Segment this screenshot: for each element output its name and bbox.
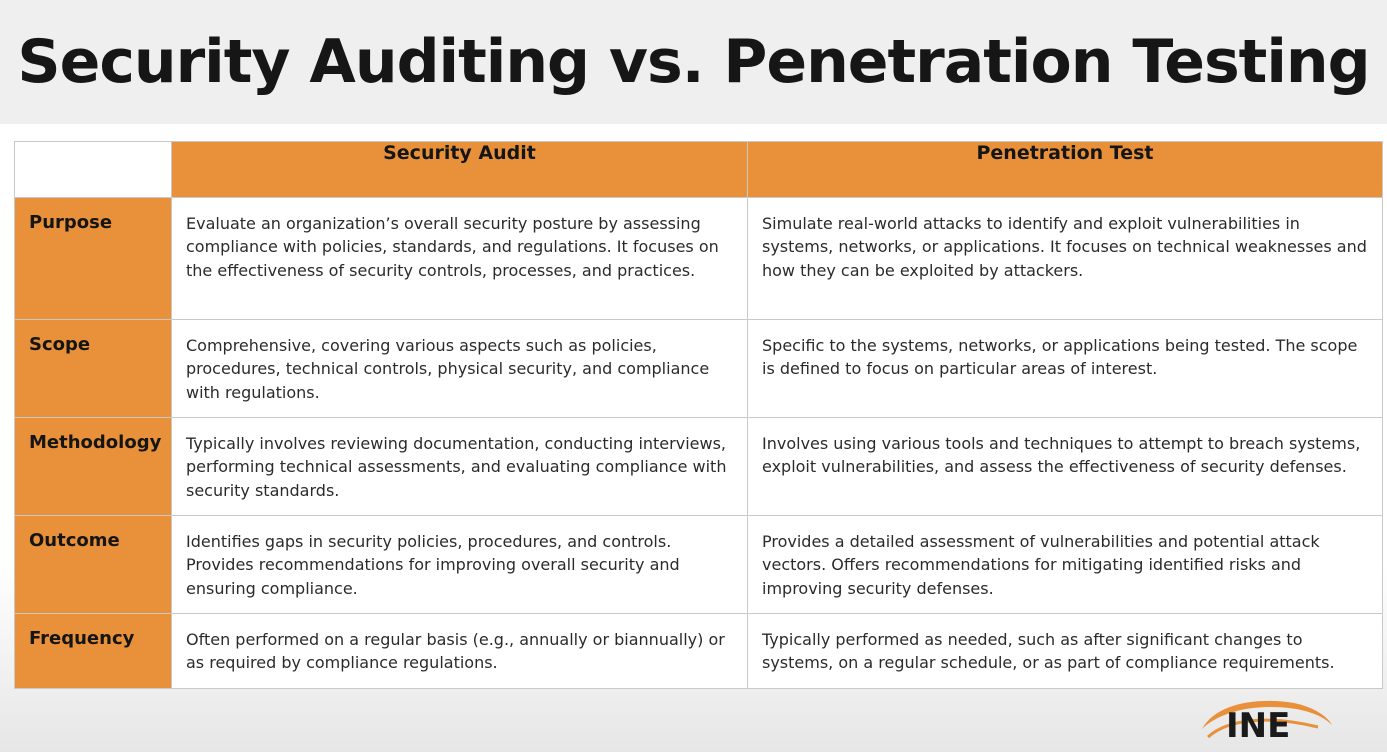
title-band: Security Auditing vs. Penetration Testin… xyxy=(0,0,1387,124)
row-header-purpose: Purpose xyxy=(14,197,172,320)
table-cell-pentest: Involves using various tools and techniq… xyxy=(747,417,1383,516)
ine-logo-icon: INE xyxy=(1202,700,1332,746)
page-title: Security Auditing vs. Penetration Testin… xyxy=(17,27,1370,97)
row-header-scope: Scope xyxy=(14,319,172,418)
table-cell-pentest: Typically performed as needed, such as a… xyxy=(747,613,1383,689)
table-cell-audit: Identifies gaps in security policies, pr… xyxy=(171,515,748,614)
table-cell-audit: Often performed on a regular basis (e.g.… xyxy=(171,613,748,689)
table-cell-audit: Comprehensive, covering various aspects … xyxy=(171,319,748,418)
ine-logo: INE xyxy=(1198,695,1338,746)
row-header-outcome: Outcome xyxy=(14,515,172,614)
table-cell-pentest: Specific to the systems, networks, or ap… xyxy=(747,319,1383,418)
table-corner-cell xyxy=(14,141,172,198)
column-header-security-audit: Security Audit xyxy=(171,141,748,198)
table-row: Frequency Often performed on a regular b… xyxy=(14,613,1383,689)
comparison-table: Security Audit Penetration Test Purpose … xyxy=(14,141,1383,689)
table-row: Scope Comprehensive, covering various as… xyxy=(14,319,1383,418)
column-header-penetration-test: Penetration Test xyxy=(747,141,1383,198)
table-row: Purpose Evaluate an organization’s overa… xyxy=(14,197,1383,320)
table-header-row: Security Audit Penetration Test xyxy=(14,141,1383,198)
logo-text: INE xyxy=(1226,706,1290,743)
table-cell-pentest: Provides a detailed assessment of vulner… xyxy=(747,515,1383,614)
table-row: Methodology Typically involves reviewing… xyxy=(14,417,1383,516)
table-cell-audit: Typically involves reviewing documentati… xyxy=(171,417,748,516)
row-header-methodology: Methodology xyxy=(14,417,172,516)
table-row: Outcome Identifies gaps in security poli… xyxy=(14,515,1383,614)
table-cell-pentest: Simulate real-world attacks to identify … xyxy=(747,197,1383,320)
table-cell-audit: Evaluate an organization’s overall secur… xyxy=(171,197,748,320)
row-header-frequency: Frequency xyxy=(14,613,172,689)
